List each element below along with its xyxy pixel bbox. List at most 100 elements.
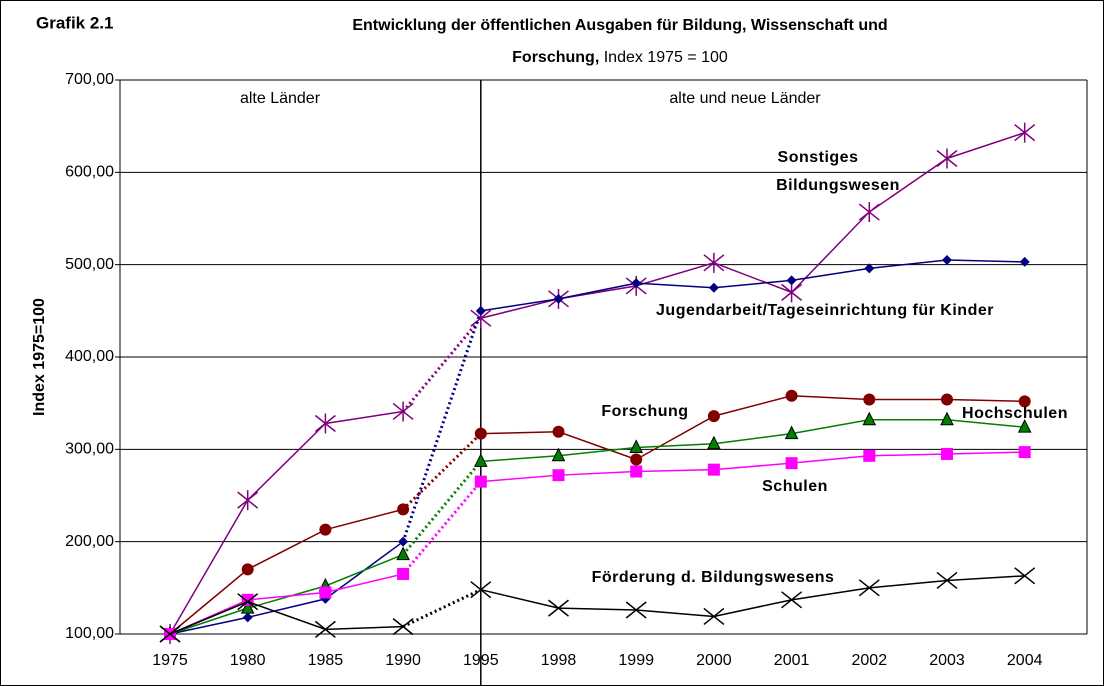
series-label: Sonstiges Bildungswesen — [776, 149, 900, 194]
series-line — [480, 419, 1025, 463]
marker — [470, 581, 492, 599]
marker — [1014, 122, 1036, 143]
marker — [936, 571, 958, 590]
x-tick-label: 1975 — [152, 652, 188, 669]
series-line — [480, 575, 1025, 618]
marker — [864, 263, 875, 274]
marker — [552, 425, 565, 438]
marker — [397, 503, 410, 516]
x-tick-label: 2001 — [774, 652, 810, 669]
marker — [397, 567, 410, 580]
marker — [241, 563, 254, 576]
marker — [862, 411, 877, 426]
marker — [703, 252, 725, 273]
series-label: Hochschulen — [962, 405, 1068, 422]
series-line — [480, 259, 1025, 312]
marker — [781, 591, 803, 609]
region-label: alte und neue Länder — [669, 90, 821, 107]
marker — [707, 410, 720, 423]
series-line — [169, 573, 404, 635]
marker — [942, 255, 952, 266]
marker — [474, 475, 487, 488]
x-tick-label: 1990 — [385, 652, 421, 669]
x-tick-label: 1985 — [308, 652, 344, 669]
marker — [703, 607, 725, 626]
marker — [319, 586, 332, 599]
marker — [708, 282, 719, 293]
region-label: alte Länder — [240, 90, 321, 107]
x-tick-label: 1999 — [618, 652, 654, 669]
marker — [784, 425, 799, 440]
marker — [786, 275, 797, 286]
marker — [319, 523, 332, 536]
marker — [631, 278, 642, 289]
marker — [392, 618, 414, 636]
marker — [396, 546, 410, 561]
series-line — [169, 553, 404, 635]
series-label: Jugendarbeit/Tageseinrichtung für Kinder — [656, 302, 994, 319]
marker — [475, 305, 486, 316]
series-line — [169, 410, 404, 635]
chart-subtitle: Index 1975 = 100 — [604, 49, 728, 66]
marker — [858, 202, 880, 223]
marker — [629, 439, 644, 453]
series-label-line: Bildungswesen — [776, 177, 900, 194]
marker — [936, 148, 958, 169]
marker — [552, 469, 565, 482]
marker — [630, 453, 643, 466]
marker — [785, 457, 798, 470]
x-tick-label: 2003 — [929, 652, 965, 669]
series-connector — [402, 588, 482, 628]
marker — [1018, 446, 1031, 459]
marker — [1018, 395, 1031, 408]
y-tick-label: 400,00 — [65, 348, 114, 365]
marker — [159, 625, 181, 643]
series-line — [480, 395, 1025, 461]
y-tick-label: 200,00 — [65, 533, 114, 550]
marker — [473, 453, 488, 467]
marker — [1019, 256, 1030, 267]
series-label: Förderung d. Bildungswesens — [592, 569, 835, 586]
marker — [398, 536, 409, 547]
series-line — [169, 600, 404, 635]
x-tick-label: 2000 — [696, 652, 732, 669]
marker — [314, 413, 336, 434]
series-connector — [401, 317, 482, 413]
marker — [474, 427, 487, 440]
marker — [314, 620, 336, 638]
x-tick-label: 2004 — [1007, 652, 1043, 669]
marker — [242, 612, 253, 623]
marker — [553, 293, 564, 304]
marker — [941, 447, 953, 460]
marker — [548, 599, 569, 617]
y-tick-label: 100,00 — [65, 625, 114, 642]
series-label-line: Sonstiges — [778, 149, 859, 166]
marker — [237, 490, 259, 511]
marker — [392, 401, 414, 422]
marker — [625, 601, 647, 619]
y-axis-label: Index 1975=100 — [31, 298, 48, 416]
series-connector — [402, 432, 482, 511]
y-tick-label: 600,00 — [65, 164, 114, 181]
marker — [940, 411, 954, 426]
marker — [863, 393, 876, 406]
x-tick-label: 1998 — [541, 652, 577, 669]
marker — [1014, 567, 1036, 585]
marker — [551, 447, 566, 462]
marker — [785, 389, 798, 402]
marker — [630, 465, 643, 478]
marker — [781, 282, 803, 303]
marker — [237, 593, 259, 611]
y-tick-label: 300,00 — [65, 441, 114, 458]
series-label: Schulen — [762, 478, 828, 495]
series-line — [480, 451, 1025, 483]
chart-title: Entwicklung der öffentlichen Ausgaben fü… — [352, 17, 887, 34]
marker — [1017, 419, 1032, 433]
marker — [858, 579, 880, 597]
chart-title-line: Forschung, Index 1975 = 100 — [512, 49, 728, 66]
marker — [707, 435, 721, 450]
series-label: Forschung — [601, 403, 688, 420]
chart-title-part: Forschung, — [512, 49, 604, 66]
